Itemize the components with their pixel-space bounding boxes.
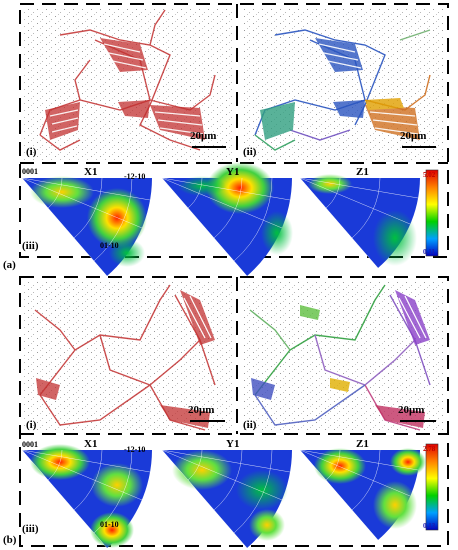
map-a-ii (241, 8, 444, 160)
colorbar-b-max: 2.78 (423, 445, 436, 453)
pole-figure-a-y1 (161, 162, 293, 277)
scale-text-b-ii: 20μm (398, 404, 425, 416)
colorbar-b-min: 0.13 (423, 522, 436, 530)
figure-b-frame (19, 276, 449, 547)
pf-b-title-y1: Y1 (226, 438, 240, 450)
label-b-iii: (iii) (22, 523, 39, 535)
map-b-i (24, 281, 232, 431)
colorbar-b (425, 443, 439, 531)
pf-b-corner-left: 0001 (22, 440, 38, 449)
colorbar-a-max: 5.02 (423, 171, 436, 179)
pole-figure-a-x1 (21, 176, 152, 277)
label-a-i: (i) (26, 146, 37, 158)
pole-figure-a-z1 (299, 174, 420, 269)
colorbar-a-min: 0.11 (423, 248, 435, 256)
pf-a-title-z1: Z1 (356, 166, 369, 178)
pf-a-title-x1: X1 (84, 166, 98, 178)
scale-text-a-ii: 20μm (400, 130, 427, 142)
label-a-ii: (ii) (243, 146, 257, 158)
pf-b-title-x1: X1 (84, 438, 98, 450)
pf-b-corner-right: -12-10 (124, 445, 146, 454)
figure-b-label: (b) (3, 534, 17, 546)
map-a-i (24, 8, 232, 160)
pole-figure-b-z1 (299, 448, 426, 541)
pf-a-corner-bottom: 01-10 (100, 241, 119, 250)
label-b-i: (i) (26, 419, 37, 431)
pole-figure-b-x1 (21, 444, 152, 549)
figure-a-label: (a) (3, 259, 16, 271)
colorbar-a (425, 169, 439, 257)
pf-b-corner-bottom: 01-10 (100, 520, 119, 529)
pf-a-corner-right: -12-10 (124, 172, 146, 181)
map-b-ii (241, 281, 444, 431)
label-a-iii: (iii) (22, 240, 39, 252)
pf-a-corner-left: 0001 (22, 167, 38, 176)
pf-b-title-z1: Z1 (356, 438, 369, 450)
scale-text-a-i: 20μm (190, 130, 217, 142)
scale-text-b-i: 20μm (188, 404, 215, 416)
pf-a-title-y1: Y1 (226, 166, 240, 178)
pole-figure-b-y1 (161, 449, 292, 549)
figure-a-frame (19, 3, 449, 258)
label-b-ii: (ii) (243, 419, 257, 431)
